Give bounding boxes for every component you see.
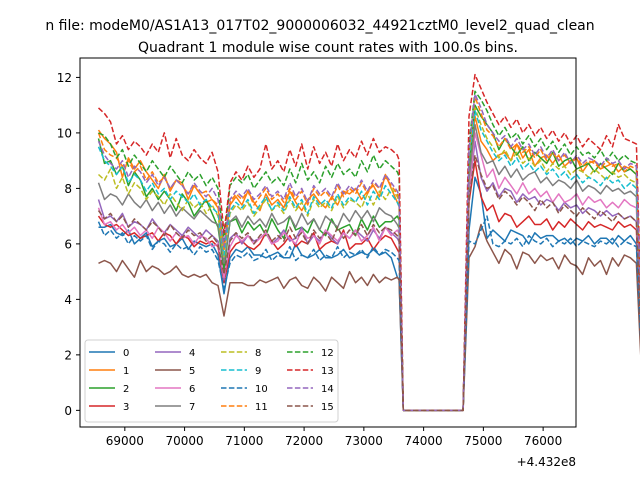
legend-label-1: 1 (123, 366, 129, 377)
legend-label-2: 2 (123, 384, 129, 395)
y-tick-label: 0 (64, 404, 72, 418)
x-offset-label: +4.432e8 (517, 455, 576, 469)
legend-label-9: 9 (255, 366, 261, 377)
x-tick-label: 70000 (165, 434, 203, 448)
legend-label-6: 6 (189, 384, 195, 395)
x-tick-label: 73000 (345, 434, 383, 448)
y-tick-label: 10 (57, 126, 72, 140)
y-tick-label: 8 (64, 182, 72, 196)
x-tick-label: 69000 (106, 434, 144, 448)
legend-label-0: 0 (123, 348, 129, 359)
legend-label-11: 11 (255, 402, 268, 413)
y-tick-label: 2 (64, 348, 72, 362)
legend-label-14: 14 (321, 384, 334, 395)
y-axis: 0 2 4 6 8 10 12 (57, 71, 80, 418)
legend-label-3: 3 (123, 402, 129, 413)
x-tick-label: 71000 (225, 434, 263, 448)
x-tick-label: 76000 (524, 434, 562, 448)
x-tick-label: 75000 (464, 434, 502, 448)
y-tick-label: 4 (64, 293, 72, 307)
y-tick-label: 6 (64, 237, 72, 251)
legend-label-7: 7 (189, 402, 195, 413)
legend-label-13: 13 (321, 366, 334, 377)
legend-label-12: 12 (321, 348, 334, 359)
legend-label-10: 10 (255, 384, 268, 395)
x-axis: 69000 70000 71000 72000 73000 74000 75000 76000 (106, 427, 563, 448)
legend-label-8: 8 (255, 348, 261, 359)
chart-title: Quadrant 1 module wise count rates with … (138, 40, 518, 56)
legend-label-5: 5 (189, 366, 195, 377)
figure-suptitle: n file: modeM0/AS1A13_017T02_9000006032_… (45, 18, 594, 34)
legend-label-15: 15 (321, 402, 334, 413)
x-tick-label: 74000 (405, 434, 443, 448)
legend-label-4: 4 (189, 348, 195, 359)
x-tick-label: 72000 (285, 434, 323, 448)
y-tick-label: 12 (57, 71, 72, 85)
